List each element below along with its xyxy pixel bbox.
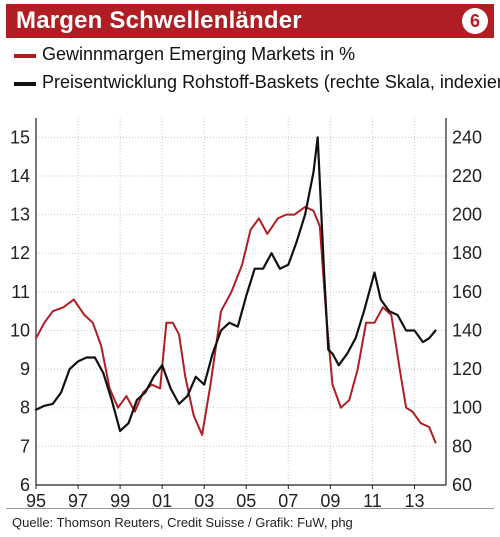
left-axis-tick-label: 10 — [10, 320, 30, 340]
right-axis-tick-label: 200 — [452, 205, 482, 225]
left-axis-tick-label: 9 — [20, 359, 30, 379]
legend-item-commodities: Preisentwicklung Rohstoff-Baskets (recht… — [10, 70, 500, 98]
left-axis-tick-label: 11 — [11, 282, 30, 302]
right-axis-tick-label: 60 — [452, 475, 472, 495]
right-axis-tick-label: 180 — [452, 243, 482, 263]
x-axis-tick-label: 11 — [363, 491, 382, 511]
right-axis-tick-label: 120 — [452, 359, 482, 379]
right-axis-tick-label: 220 — [452, 166, 482, 186]
series-line-commodities — [34, 136, 437, 432]
title-bar: Margen Schwellenländer 6 — [6, 4, 494, 38]
series-line-margins — [35, 205, 437, 444]
x-axis-tick-label: 05 — [236, 491, 256, 511]
right-axis-tick-label: 80 — [452, 436, 472, 456]
right-axis-tick-label: 240 — [452, 127, 482, 147]
x-axis-tick-label: 07 — [278, 491, 298, 511]
left-axis-tick-label: 13 — [10, 205, 30, 225]
left-axis-tick-label: 6 — [20, 475, 30, 495]
left-axis-tick-label: 7 — [20, 436, 30, 456]
legend-swatch-commodities — [14, 82, 36, 86]
left-axis-tick-label: 8 — [20, 398, 30, 418]
left-axis-tick-label: 15 — [10, 127, 30, 147]
right-axis-tick-label: 140 — [452, 320, 482, 340]
left-axis-tick-label: 12 — [10, 243, 30, 263]
x-axis-tick-label: 09 — [320, 491, 340, 511]
footer-divider — [6, 508, 494, 509]
chart-number-badge: 6 — [462, 8, 488, 34]
left-axis-tick-label: 14 — [10, 166, 30, 186]
right-axis-tick-label: 100 — [452, 398, 482, 418]
x-axis-tick-label: 01 — [152, 491, 172, 511]
legend-item-margins: Gewinnmargen Emerging Markets in % — [10, 42, 490, 70]
x-axis-tick-label: 95 — [26, 491, 46, 511]
x-axis-tick-label: 99 — [110, 491, 130, 511]
chart-title: Margen Schwellenländer — [16, 7, 302, 34]
x-axis-tick-label: 13 — [404, 491, 424, 511]
legend-label-margins: Gewinnmargen Emerging Markets in % — [42, 44, 356, 64]
source-note: Quelle: Thomson Reuters, Credit Suisse /… — [12, 515, 353, 530]
legend: Gewinnmargen Emerging Markets in % Preis… — [10, 42, 500, 98]
x-axis-tick-label: 03 — [194, 491, 214, 511]
x-axis-tick-label: 97 — [68, 491, 88, 511]
legend-label-commodities: Preisentwicklung Rohstoff-Baskets (recht… — [42, 72, 500, 92]
right-axis-tick-label: 160 — [452, 282, 482, 302]
legend-swatch-margins — [14, 54, 36, 58]
